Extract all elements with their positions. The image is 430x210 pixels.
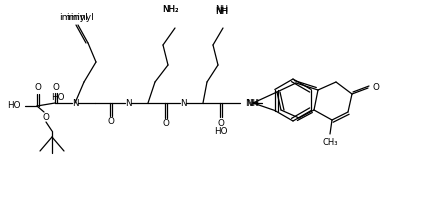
Text: CH₃: CH₃	[322, 138, 337, 147]
Text: N: N	[71, 98, 78, 108]
Text: NH: NH	[215, 7, 228, 16]
Text: NH: NH	[215, 7, 228, 16]
Text: HO: HO	[214, 126, 227, 135]
Text: O: O	[372, 84, 379, 92]
Text: O: O	[43, 113, 49, 122]
Text: NH₂: NH₂	[161, 5, 178, 14]
Text: NH: NH	[244, 98, 258, 108]
Text: O: O	[162, 119, 169, 129]
Text: iminyl: iminyl	[66, 13, 94, 22]
Text: O: O	[52, 83, 59, 92]
Text: iminyl: iminyl	[59, 13, 88, 22]
Text: NH: NH	[246, 98, 259, 108]
Text: N: N	[179, 98, 186, 108]
Text: O: O	[108, 118, 114, 126]
Text: N: N	[124, 98, 131, 108]
Text: O: O	[217, 118, 224, 127]
Text: NH₂: NH₂	[161, 5, 178, 14]
Text: O: O	[34, 84, 41, 92]
Text: HO: HO	[51, 92, 64, 101]
Text: HO: HO	[7, 101, 21, 110]
Text: NH: NH	[215, 5, 228, 14]
